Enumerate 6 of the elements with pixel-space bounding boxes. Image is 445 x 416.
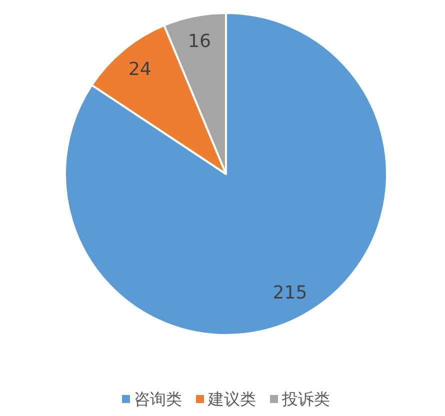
legend-label: 投诉类 [281, 390, 330, 408]
data-label: 24 [128, 59, 152, 80]
data-label: 16 [188, 30, 211, 52]
legend-label: 咨询类 [134, 390, 182, 408]
data-label: 215 [272, 282, 308, 304]
legend-label: 建议类 [207, 390, 256, 408]
